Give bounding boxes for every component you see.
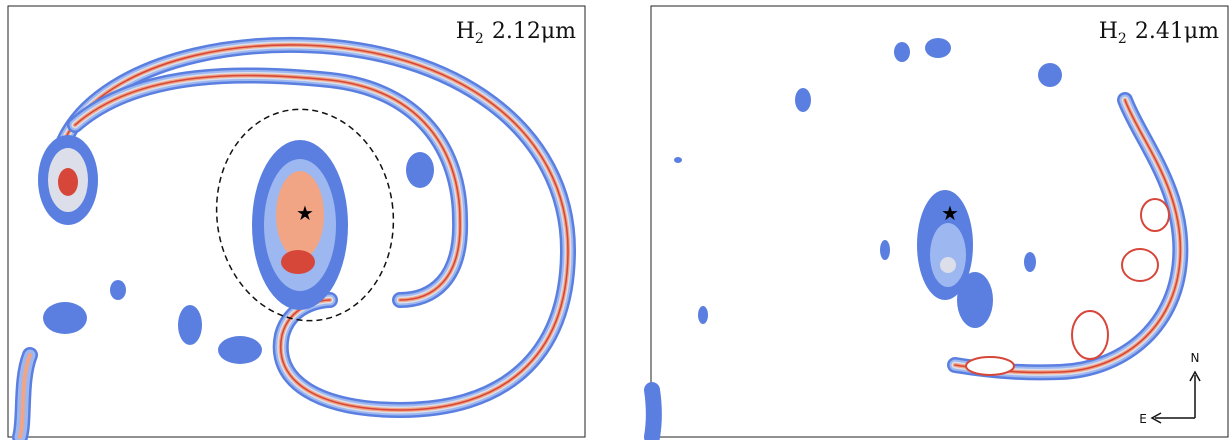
star-marker: ★ xyxy=(296,201,314,225)
compass: N E xyxy=(1139,351,1201,426)
label-rest: 2.12μm xyxy=(492,19,576,44)
panel-label: H2 2.41μm xyxy=(1099,19,1219,47)
contour-arc xyxy=(652,100,1180,437)
contour-blobs xyxy=(38,135,434,364)
label-rest: 2.41μm xyxy=(1135,19,1219,44)
panel-frame xyxy=(7,5,586,438)
panel-label: H2 2.12μm xyxy=(456,19,576,47)
label-sub: 2 xyxy=(1118,31,1127,47)
compass-east: E xyxy=(1139,412,1147,426)
label-base: H xyxy=(456,19,475,44)
panel-frame xyxy=(650,5,1229,438)
dashed-ellipse xyxy=(215,108,395,322)
label-base: H xyxy=(1099,19,1118,44)
label-sub: 2 xyxy=(475,31,484,47)
panel-right: ★ H2 2.41μm N E xyxy=(650,5,1229,438)
contour-blobs xyxy=(674,38,1170,376)
star-marker: ★ xyxy=(941,201,959,225)
panel-left: ★ H2 2.12μm xyxy=(7,5,586,438)
compass-north: N xyxy=(1191,351,1200,365)
